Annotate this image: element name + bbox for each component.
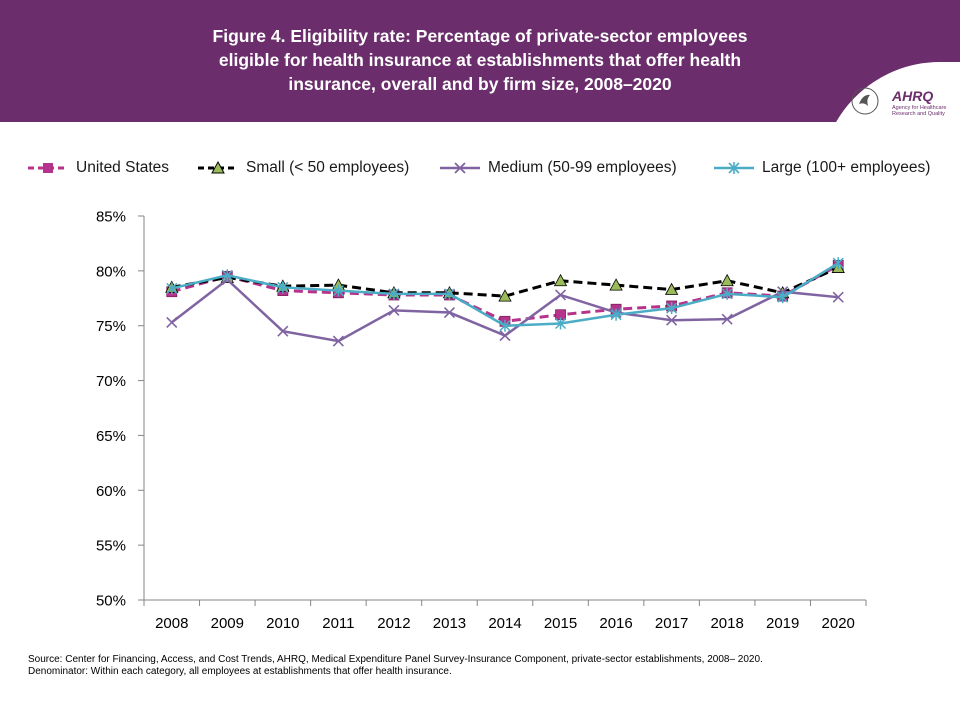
ahrq-logo-subtext: Agency for Healthcare Research and Quali… bbox=[892, 105, 952, 117]
legend-item-medium: Medium (50-99 employees) bbox=[440, 150, 677, 186]
x-tick-label: 2015 bbox=[544, 615, 577, 632]
data-point-small bbox=[609, 278, 623, 291]
y-tick-label: 55% bbox=[96, 538, 126, 555]
x-tick-label: 2020 bbox=[822, 615, 855, 632]
legend-item-small: Small (< 50 employees) bbox=[198, 150, 409, 186]
line-chart: 50% 55% 60% 65% 70% 75% 80% 85% 2008 2009 2010 2011… bbox=[96, 209, 867, 632]
data-point-medium bbox=[554, 289, 567, 301]
chart-title-line-1: Figure 4. Eligibility rate: Percentage o… bbox=[212, 26, 748, 46]
data-point-medium bbox=[166, 316, 178, 328]
data-point-medium bbox=[832, 291, 844, 303]
data-point-small bbox=[720, 273, 734, 287]
data-point-medium bbox=[721, 313, 733, 325]
data-point-large bbox=[221, 269, 233, 282]
source-note: Source: Center for Financing, Access, an… bbox=[28, 654, 908, 678]
x-tick-label: 2012 bbox=[377, 615, 410, 632]
chart-title: Figure 4. Eligibility rate: Percentage o… bbox=[140, 24, 820, 96]
x-tick-label: 2013 bbox=[433, 615, 466, 632]
y-tick-label: 75% bbox=[96, 318, 126, 335]
data-point-large bbox=[388, 287, 400, 300]
x-tick-label: 2018 bbox=[710, 615, 743, 632]
x-tick-label: 2009 bbox=[211, 615, 244, 632]
data-point-medium bbox=[277, 325, 289, 337]
data-point-large bbox=[499, 319, 511, 332]
legend-label-united-states: United States bbox=[76, 159, 170, 176]
data-point-large bbox=[777, 291, 789, 304]
title-banner: Figure 4. Eligibility rate: Percentage o… bbox=[0, 0, 960, 122]
data-point-medium bbox=[332, 335, 344, 347]
y-tick-label: 85% bbox=[96, 209, 126, 226]
legend-item-large: Large (100+ employees) bbox=[714, 150, 930, 186]
legend-swatch-medium bbox=[440, 162, 480, 174]
data-point-large bbox=[832, 257, 844, 270]
x-tick-label: 2010 bbox=[266, 615, 299, 632]
denominator-line: Denominator: Within each category, all e… bbox=[28, 666, 452, 677]
data-point-large bbox=[332, 284, 344, 297]
legend-label-small: Small (< 50 employees) bbox=[246, 159, 410, 176]
x-tick-label: 2014 bbox=[488, 615, 521, 632]
source-line: Source: Center for Financing, Access, an… bbox=[28, 654, 763, 665]
data-point-large bbox=[610, 308, 622, 321]
y-tick-label: 60% bbox=[96, 483, 126, 500]
data-point-medium bbox=[388, 304, 400, 316]
data-point-large bbox=[666, 302, 678, 315]
x-tick-label: 2011 bbox=[322, 615, 354, 632]
data-point-medium bbox=[666, 314, 678, 326]
chart-title-line-3: insurance, overall and by firm size, 200… bbox=[288, 74, 672, 94]
data-point-small bbox=[498, 289, 512, 302]
y-tick-label: 65% bbox=[96, 428, 126, 445]
legend-label-large: Large (100+ employees) bbox=[762, 159, 931, 176]
legend-swatch-small bbox=[198, 160, 238, 174]
data-point-large bbox=[721, 287, 733, 300]
chart-legend: United States Small (< 50 employees) Med… bbox=[0, 150, 960, 186]
legend-label-medium: Medium (50-99 employees) bbox=[488, 159, 677, 176]
legend-swatch-large bbox=[714, 162, 754, 174]
y-tick-label: 50% bbox=[96, 593, 126, 610]
data-point-large bbox=[277, 281, 289, 294]
data-point-small bbox=[664, 282, 679, 295]
x-tick-label: 2019 bbox=[766, 615, 799, 632]
ahrq-logo: AHRQ bbox=[892, 88, 934, 104]
data-point-medium bbox=[443, 306, 456, 319]
legend-swatch-united-states bbox=[28, 163, 68, 173]
x-tick-label: 2017 bbox=[655, 615, 688, 632]
ahrq-subtext-line-1: Agency for Healthcare bbox=[892, 105, 947, 111]
legend-item-united-states: United States bbox=[28, 150, 169, 186]
y-tick-label: 80% bbox=[96, 263, 126, 280]
data-point-small bbox=[553, 273, 568, 287]
data-point-large bbox=[443, 287, 455, 300]
ahrq-subtext-line-2: Research and Quality bbox=[892, 111, 945, 117]
y-tick-label: 70% bbox=[96, 373, 126, 390]
data-point-medium bbox=[499, 330, 511, 342]
data-point-large bbox=[555, 317, 567, 330]
hhs-eagle-icon bbox=[851, 87, 879, 115]
data-point-large bbox=[166, 282, 178, 295]
x-tick-label: 2008 bbox=[155, 615, 188, 632]
chart-title-line-2: eligible for health insurance at establi… bbox=[218, 50, 742, 70]
x-tick-label: 2016 bbox=[599, 615, 632, 632]
